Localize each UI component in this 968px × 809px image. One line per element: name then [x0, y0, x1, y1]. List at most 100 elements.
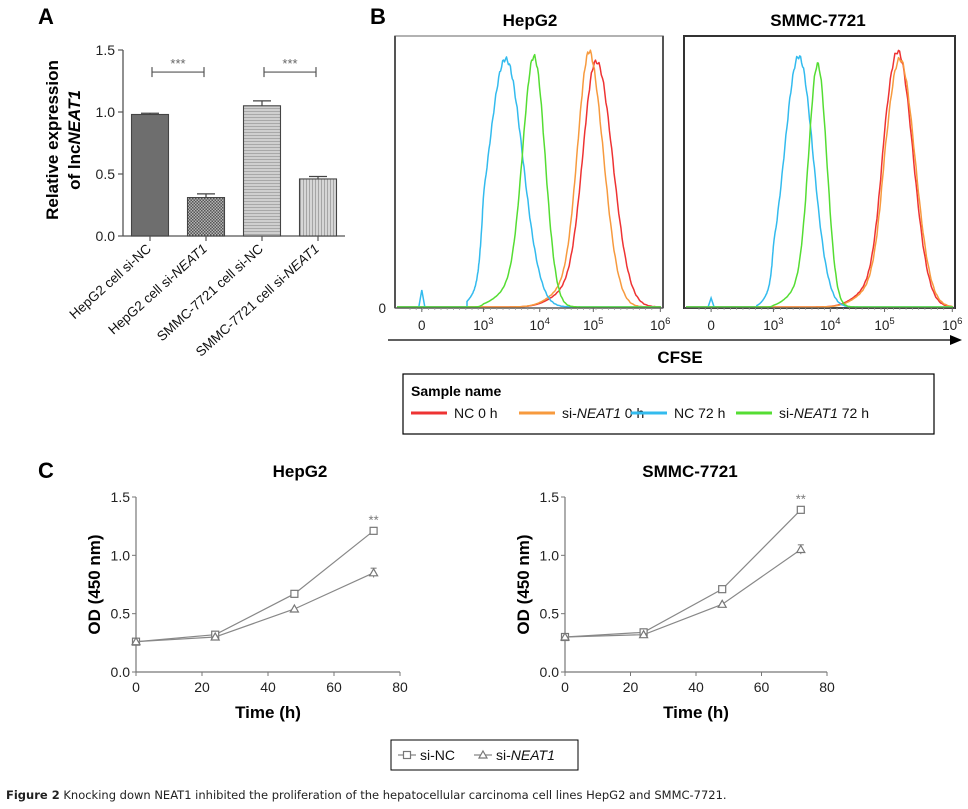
tick-exponent: 5 [598, 316, 603, 327]
x-tick-label: 104 [820, 316, 840, 333]
x-axis-label: Time (h) [663, 703, 729, 722]
legend-label: si-NEAT1 [496, 747, 555, 763]
y-tick-label: 0.0 [96, 228, 116, 244]
x-tick-label: 0 [418, 318, 426, 333]
y-tick-label: 0.0 [111, 664, 131, 680]
x-tick-label: 105 [874, 316, 894, 333]
panel-label-b: B [370, 4, 386, 29]
y-axis-label: OD (450 nm) [85, 534, 104, 634]
y-tick-label: 0.5 [540, 606, 560, 622]
triangle-marker [130, 636, 142, 646]
growth-plot-smmc-7721: SMMC-7721 0.0 0.5 1.0 1.5 0 20 40 60 80 Time (h) OD… [514, 462, 835, 722]
caption-label: Figure 2 [6, 788, 60, 802]
x-tick-label: 80 [819, 679, 835, 695]
x-tick-label: SMMC-7721 cell si-NC [154, 241, 266, 344]
tick-base: 10 [874, 318, 889, 333]
tick-exponent: 6 [957, 316, 962, 327]
panel-label-c: C [38, 458, 54, 483]
tick-base: 10 [820, 318, 835, 333]
y-tick-label: 0.5 [96, 166, 116, 182]
legend-label: NC 72 h [674, 405, 725, 421]
growth-legend: si-NC si-NEAT1 [390, 739, 579, 771]
histogram-zero-spike [707, 295, 715, 308]
tick-base: 10 [650, 318, 665, 333]
legend-label-part: 72 h [838, 405, 869, 421]
legend-label: si-NC [420, 747, 455, 763]
y-tick-label: 1.5 [540, 489, 560, 505]
significance-label: *** [170, 56, 185, 71]
x-tick-label: 20 [623, 679, 639, 695]
histogram-series-line [397, 53, 662, 308]
growth-curves-panel-c: HepG2 0.0 0.5 1.0 1.5 0 20 40 60 80 Time (h) OD (45… [85, 462, 835, 771]
x-tick-label-part: SMMC-7721 cell si- [154, 254, 252, 344]
square-marker [402, 750, 412, 760]
x-tick-label: 103 [763, 316, 783, 333]
y-tick-label: 1.5 [111, 489, 131, 505]
triangle-marker [210, 631, 221, 641]
square-marker [718, 585, 727, 594]
tick-exponent: 5 [889, 316, 894, 327]
series-line [135, 572, 374, 643]
triangle-marker [559, 631, 571, 641]
legend-label-part: NEAT1 [577, 405, 621, 421]
x-tick-label: 103 [473, 316, 493, 333]
legend-label-part: si-NC [420, 747, 455, 763]
x-tick-label: 0 [707, 318, 715, 333]
triangle-marker [795, 544, 806, 554]
x-tick-label: 106 [942, 316, 962, 333]
series-line [135, 530, 374, 643]
legend-title: Sample name [411, 383, 501, 399]
x-tick-label-part: NEAT1 [168, 241, 210, 281]
plot-title: SMMC-7721 [642, 462, 737, 481]
y-axis-label-line1: Relative expression [43, 60, 62, 220]
figure-caption: Figure 2 Knocking down NEAT1 inhibited t… [6, 788, 727, 802]
y-tick-label: 1.5 [96, 42, 116, 58]
bar [242, 105, 282, 237]
histogram-series-line [686, 62, 954, 308]
tick-base: 10 [942, 318, 957, 333]
legend-label: si-NEAT1 72 h [779, 405, 869, 421]
growth-plot-hepg2: HepG2 0.0 0.5 1.0 1.5 0 20 40 60 80 Time (h) OD (45… [85, 462, 408, 722]
square-marker [369, 526, 378, 535]
y-axis-label-prefix: of lnc [65, 145, 84, 190]
triangle-marker [638, 629, 649, 639]
legend-label-part: si- [779, 405, 794, 421]
legend-label-part: NC 72 h [674, 405, 725, 421]
legend-label: NC 0 h [454, 405, 498, 421]
bar [298, 178, 338, 237]
significance-label: ** [369, 512, 379, 527]
x-tick-label: 40 [688, 679, 704, 695]
bar [186, 197, 226, 237]
x-tick-label: 60 [754, 679, 770, 695]
y-tick-label: 1.0 [96, 104, 116, 120]
histogram-frame [683, 35, 956, 309]
plot-title: HepG2 [273, 462, 328, 481]
y-tick-label: 1.0 [111, 547, 131, 563]
significance-label: *** [282, 56, 297, 71]
caption-text: Knocking down NEAT1 inhibited the prolif… [59, 788, 727, 802]
x-tick-label: 105 [583, 316, 603, 333]
y-tick-label: 0.0 [540, 664, 560, 680]
square-marker [796, 505, 805, 514]
tick-exponent: 4 [835, 316, 840, 327]
tick-exponent: 6 [665, 316, 670, 327]
x-axis-label: Time (h) [235, 703, 301, 722]
x-tick-label: 106 [650, 316, 670, 333]
tick-base: 10 [763, 318, 778, 333]
tick-exponent: 3 [778, 316, 783, 327]
bar [130, 113, 170, 237]
triangle-marker [477, 749, 489, 759]
x-tick-label: 40 [260, 679, 276, 695]
legend-label-part: si- [496, 747, 511, 763]
significance-label: ** [796, 491, 806, 506]
triangle-marker [717, 599, 728, 608]
legend-label-part: NEAT1 [511, 747, 555, 763]
y-tick-label: 0.5 [111, 606, 131, 622]
y-axis-label-line2: of lncNEAT1 [65, 90, 84, 190]
x-tick-label: 0 [561, 679, 569, 695]
x-tick-label-part: NEAT1 [280, 241, 322, 281]
